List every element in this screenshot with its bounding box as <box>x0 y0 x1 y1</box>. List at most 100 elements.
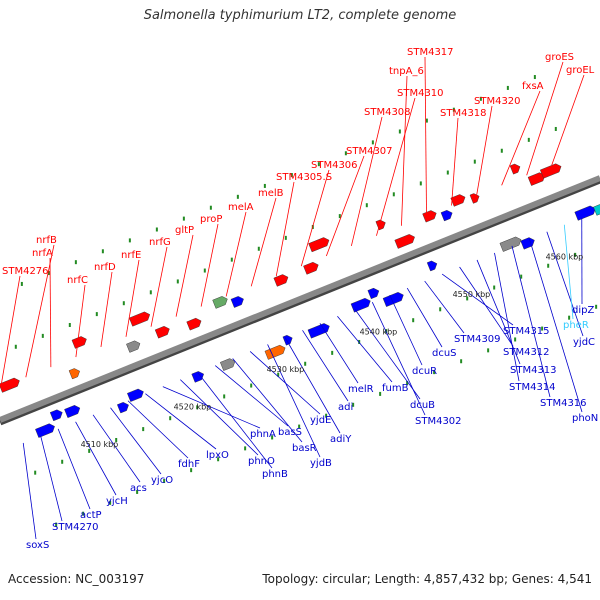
track-tick <box>419 181 422 186</box>
gene-glyph <box>307 323 330 339</box>
leader-line <box>57 428 91 510</box>
track-tick <box>101 249 104 254</box>
leader-line <box>354 308 421 400</box>
gene-label-bottom: phnB <box>262 469 288 480</box>
leader-line <box>75 284 86 358</box>
track-tick <box>493 285 496 290</box>
track-tick <box>446 170 449 175</box>
gene-label-top: nrfD <box>94 262 116 273</box>
leader-line <box>350 116 383 247</box>
track-tick <box>466 296 469 301</box>
gene-label-bottom: adiY <box>330 434 352 445</box>
track-tick <box>568 315 571 320</box>
gene-glyph <box>154 326 170 339</box>
gene-label-bottom: STM4315 <box>503 326 550 337</box>
kbp-scale-label: 4520 kbp <box>174 402 212 411</box>
track-tick <box>169 416 172 421</box>
gene-label-bottom: yjcH <box>106 496 128 507</box>
leader-line <box>225 211 247 297</box>
leader-line <box>150 246 168 327</box>
track-tick <box>41 333 44 338</box>
gene-glyph <box>303 261 319 275</box>
leader-line <box>529 238 583 413</box>
gene-label-bottom: dcuB <box>410 400 435 411</box>
track-tick <box>209 205 212 210</box>
track-tick <box>338 214 341 219</box>
leader-line <box>145 393 217 450</box>
gene-label-bottom: fdhF <box>178 459 200 470</box>
track-tick <box>406 381 409 386</box>
track-tick <box>68 322 71 327</box>
leader-line <box>441 273 514 326</box>
leader-line <box>563 224 574 320</box>
track-tick <box>460 359 463 364</box>
leader-line <box>371 302 426 416</box>
gene-label-top: STM4306 <box>311 160 358 171</box>
leader-line <box>75 421 117 496</box>
track-tick <box>304 361 307 366</box>
gene-glyph <box>367 287 380 300</box>
track-tick <box>142 427 145 432</box>
leader-line <box>284 337 341 434</box>
track-tick <box>136 489 139 494</box>
gene-label-bottom: actP <box>80 510 102 521</box>
track-tick <box>365 203 368 208</box>
gene-label-bottom: phnA <box>250 429 276 440</box>
gene-label-top: STM4307 <box>346 146 393 157</box>
leader-line <box>476 259 521 365</box>
track-tick <box>14 344 17 349</box>
track-tick <box>182 216 185 221</box>
leader-line <box>125 259 140 337</box>
track-tick <box>325 413 328 418</box>
gene-glyph <box>219 358 236 371</box>
leader-layer <box>0 56 585 540</box>
track-tick <box>520 274 523 279</box>
gene-glyph <box>426 260 438 272</box>
gene-glyph <box>71 336 87 349</box>
leader-line <box>325 155 365 257</box>
gene-label-bottom: phoN <box>572 413 598 424</box>
track-tick <box>574 252 577 257</box>
track-tick <box>371 140 374 145</box>
leader-line <box>232 358 303 443</box>
leader-line <box>337 316 393 383</box>
track-tick <box>398 129 401 134</box>
track-tick <box>263 183 266 188</box>
leader-line <box>476 105 493 196</box>
gene-glyph <box>264 344 286 360</box>
leader-line <box>459 266 514 347</box>
gene-label-top: proP <box>200 214 222 225</box>
gene-label-bottom: soxS <box>26 540 49 551</box>
track-tick <box>452 107 455 112</box>
gene-glyph <box>230 296 244 308</box>
track-tick <box>595 304 598 309</box>
gene-label-bottom: STM4312 <box>503 347 550 358</box>
leader-line <box>92 414 141 483</box>
gene-label-bottom: STM4309 <box>454 334 501 345</box>
label-layer: 4510 kbp 4520 kbp 4530 kbp 4540 kbp 4550 kbp… <box>2 47 598 551</box>
track-tick <box>34 470 37 475</box>
leader-line <box>110 407 162 475</box>
gene-label-bottom: STM4302 <box>415 416 462 427</box>
track-tick <box>514 337 517 342</box>
leader-line <box>175 234 194 317</box>
leader-line <box>389 294 423 366</box>
leader-line <box>22 442 37 540</box>
accession-text: Accession: NC_003197 <box>8 572 145 586</box>
track-tick <box>277 372 280 377</box>
track-tick <box>82 511 85 516</box>
gene-glyph <box>186 317 202 331</box>
gene-label-top: STM4317 <box>407 47 454 58</box>
leader-line <box>49 257 52 368</box>
leader-line <box>451 117 459 206</box>
leader-line <box>319 323 359 384</box>
kbp-scale-label: 4540 kbp <box>360 327 398 336</box>
track-tick <box>554 126 557 131</box>
track-tick <box>487 348 490 353</box>
leader-line <box>494 252 520 382</box>
gene-label-bottom: dipZ <box>572 305 594 316</box>
gene-glyph <box>394 234 415 249</box>
track-tick <box>149 290 152 295</box>
gene-label-bottom: STM4314 <box>509 382 556 393</box>
